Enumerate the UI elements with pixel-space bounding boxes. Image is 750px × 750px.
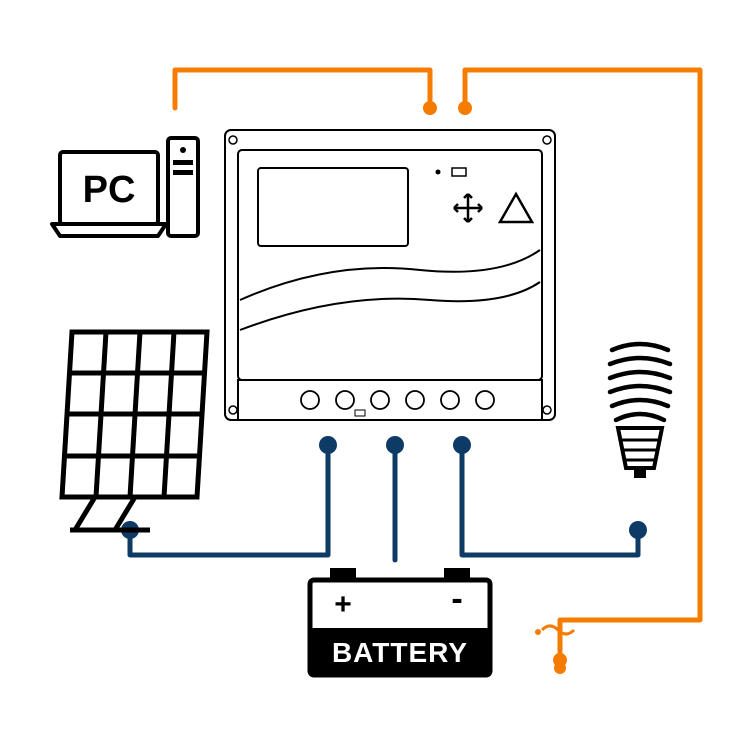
battery-label: BATTERY [332,637,468,668]
solar-panel-icon [62,332,207,530]
pc-icon: PC [52,138,198,236]
wiring-diagram: PC [0,0,750,750]
battery-plus: + [334,588,352,621]
controller-icon [225,130,555,420]
wire-load-out [462,445,638,555]
battery-icon: + - BATTERY [310,568,490,675]
sensor-icon [535,626,574,674]
battery-minus: - [451,580,462,618]
pc-label: PC [83,169,136,211]
bulb-icon [610,344,670,478]
wire-pc-to-ctrl [175,70,430,108]
